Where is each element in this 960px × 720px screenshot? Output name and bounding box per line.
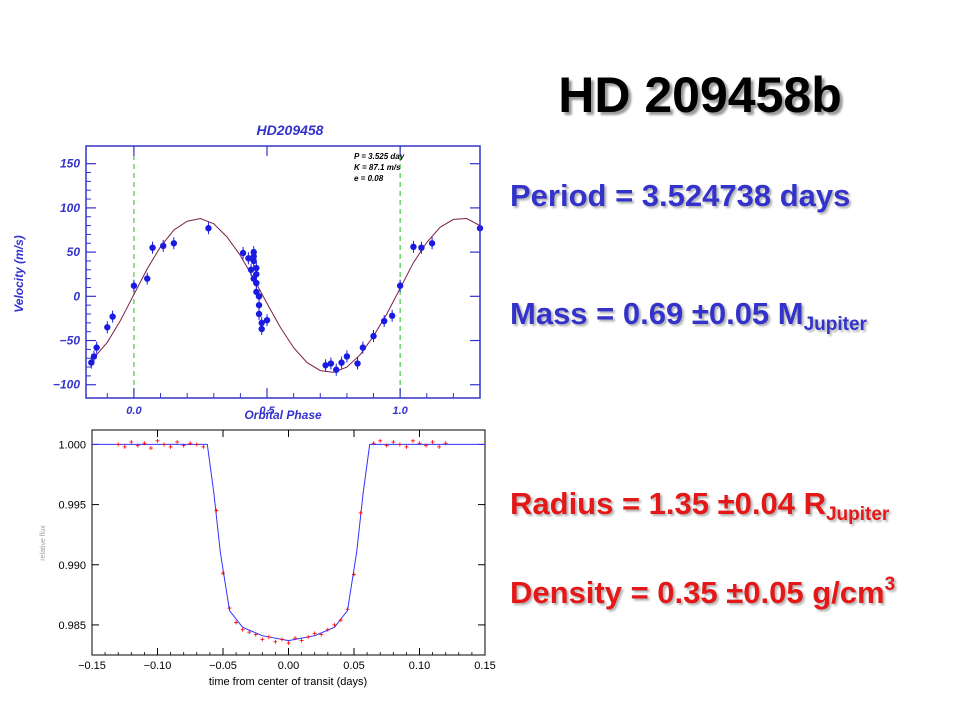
rv-data-point bbox=[322, 362, 329, 369]
transit-x-tick-label: 0.00 bbox=[278, 660, 299, 672]
rv-x-tick-label: 0.0 bbox=[126, 405, 142, 417]
transit-x-tick-label: 0.05 bbox=[343, 660, 364, 672]
rv-data-point bbox=[263, 316, 271, 324]
radial-velocity-chart: 150 100 50 0 −50 −100 0.0 0.5 1.0 HD209458 Orbit… bbox=[12, 122, 484, 422]
transit-y-tick-label: 0.995 bbox=[58, 500, 86, 512]
density-text: Density = 0.35 ±0.05 g/cm bbox=[510, 575, 885, 610]
transit-lightcurve-chart: −0.15 −0.10 −0.05 0.00 0.05 0.10 0.15 1.000 0.99… bbox=[40, 429, 496, 688]
rv-data-point bbox=[250, 257, 257, 265]
rv-x-axis-label: Orbital Phase bbox=[244, 408, 322, 422]
period-fact: Period = 3.524738 days bbox=[510, 178, 850, 214]
rv-annotation: P = 3.525 day bbox=[354, 152, 405, 161]
rv-data-point bbox=[370, 332, 377, 340]
rv-data-point bbox=[410, 243, 417, 250]
transit-y-tick-label: 1.000 bbox=[58, 439, 86, 451]
rv-data-point bbox=[247, 266, 255, 273]
rv-data-point bbox=[258, 325, 265, 333]
mass-fact: Mass = 0.69 ±0.05 MJupiter bbox=[510, 296, 867, 336]
rv-data-point bbox=[428, 240, 436, 247]
rv-data-point bbox=[343, 353, 351, 360]
rv-data-point bbox=[90, 353, 98, 360]
rv-y-axis-label: Velocity (m/s) bbox=[12, 235, 26, 313]
density-unit-superscript: 3 bbox=[884, 574, 896, 595]
rv-data-point bbox=[255, 310, 263, 318]
rv-data-point bbox=[338, 359, 345, 366]
rv-data-point bbox=[333, 366, 340, 373]
rv-data-point bbox=[144, 275, 151, 282]
rv-data-point bbox=[149, 244, 156, 251]
transit-plot-frame bbox=[91, 429, 486, 656]
transit-y-tick-label: 0.990 bbox=[58, 560, 86, 572]
radius-text: Radius = 1.35 ±0.04 R bbox=[510, 486, 826, 521]
rv-data-point bbox=[418, 244, 425, 251]
rv-data-point bbox=[109, 313, 116, 320]
transit-x-tick-label: −0.15 bbox=[78, 660, 106, 672]
density-fact: Density = 0.35 ±0.05 g/cm3 bbox=[510, 574, 895, 611]
slide-title: HD 209458b bbox=[558, 67, 842, 123]
transit-model-curve bbox=[92, 443, 485, 642]
transit-x-tick-label: 0.10 bbox=[409, 660, 430, 672]
rv-data-point bbox=[93, 344, 100, 351]
rv-plot-frame bbox=[85, 145, 481, 399]
rv-y-tick-label: 0 bbox=[73, 289, 80, 303]
transit-x-tick-label: 0.15 bbox=[474, 660, 495, 672]
rv-data-point bbox=[380, 317, 388, 325]
rv-y-tick-label: 150 bbox=[60, 157, 80, 171]
mass-text: Mass = 0.69 ±0.05 M bbox=[510, 296, 804, 331]
rv-data-point bbox=[396, 282, 404, 289]
rv-annotation: e = 0.08 bbox=[354, 174, 384, 183]
rv-data-point bbox=[253, 264, 260, 272]
transit-y-tick-label: 0.985 bbox=[58, 620, 86, 632]
rv-data-point bbox=[258, 319, 265, 327]
rv-y-tick-label: 50 bbox=[67, 245, 81, 259]
rv-data-point bbox=[170, 240, 178, 247]
transit-x-tick-label: −0.10 bbox=[144, 660, 172, 672]
transit-x-tick-label: −0.05 bbox=[209, 660, 237, 672]
rv-data-point bbox=[327, 360, 335, 367]
rv-fit-curve bbox=[90, 217, 481, 373]
rv-y-tick-label: −100 bbox=[53, 378, 80, 392]
transit-x-axis-label: time from center of transit (days) bbox=[209, 676, 367, 688]
rv-data-point bbox=[205, 225, 212, 232]
radius-fact: Radius = 1.35 ±0.04 RJupiter bbox=[510, 486, 889, 526]
rv-data-point bbox=[160, 242, 167, 250]
rv-data-point bbox=[253, 279, 260, 287]
rv-data-point bbox=[253, 271, 260, 278]
rv-x-tick-label: 1.0 bbox=[392, 405, 408, 417]
rv-data-point bbox=[255, 301, 263, 309]
period-text: Period = 3.524738 days bbox=[510, 178, 851, 213]
rv-data-point bbox=[88, 359, 95, 366]
rv-annotation: K = 87.1 m/s bbox=[354, 163, 401, 172]
rv-data-point bbox=[130, 282, 138, 289]
rv-x-tick-label: 0.5 bbox=[259, 405, 275, 417]
rv-data-point bbox=[104, 324, 111, 331]
rv-data-point bbox=[359, 344, 367, 351]
rv-data-point bbox=[239, 249, 247, 257]
radius-unit-subscript: Jupiter bbox=[825, 504, 890, 525]
transit-y-axis-label: relative flux bbox=[40, 525, 47, 561]
rv-data-point bbox=[354, 360, 361, 367]
rv-chart-title: HD209458 bbox=[257, 122, 324, 138]
rv-data-point bbox=[255, 293, 263, 300]
rv-data-point bbox=[388, 312, 396, 319]
rv-data-point bbox=[245, 255, 252, 262]
mass-unit-subscript: Jupiter bbox=[803, 314, 867, 335]
rv-y-tick-label: 100 bbox=[60, 201, 80, 215]
rv-y-tick-label: −50 bbox=[60, 334, 81, 348]
